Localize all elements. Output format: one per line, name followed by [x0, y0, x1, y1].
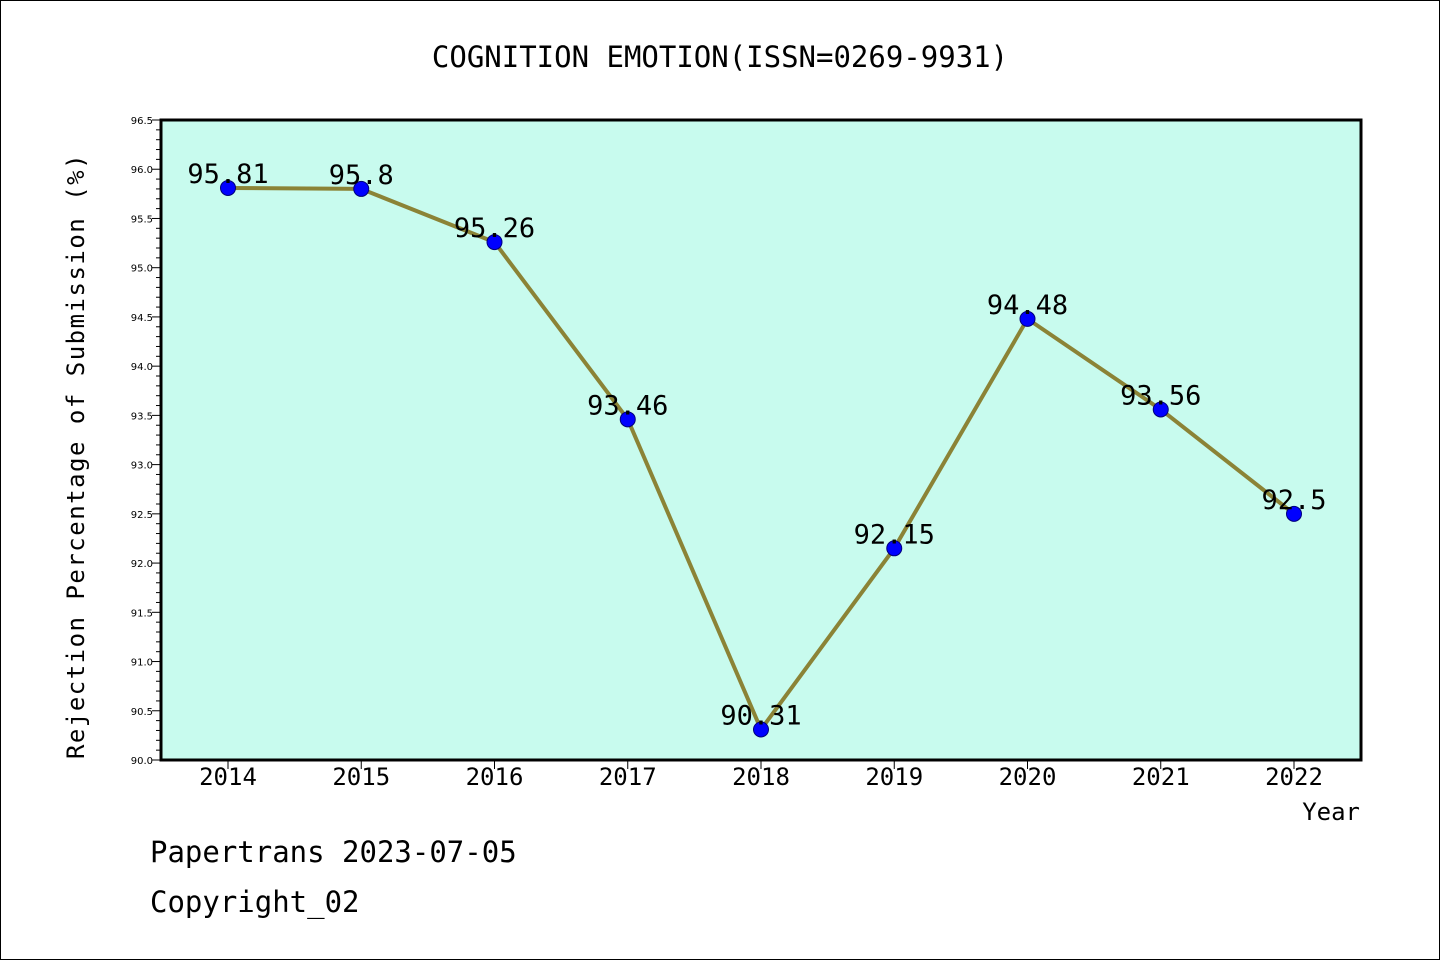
- data-point: [1286, 505, 1302, 522]
- x-tick-label: 2016: [466, 763, 524, 791]
- y-tick-label: 90.5: [131, 707, 153, 718]
- x-axis-label: Year: [1302, 798, 1360, 826]
- data-labels: 95.81 95.8 95.26 93.46 90.31 92.15 94.48 93.56 9…: [187, 159, 1326, 732]
- x-tick-label: 2017: [599, 763, 657, 791]
- data-point: [486, 234, 503, 251]
- y-tick-label: 95.5: [131, 214, 153, 225]
- x-tick-label: 2018: [732, 763, 790, 791]
- data-label: 92.15: [854, 519, 935, 550]
- data-series: [220, 179, 1302, 738]
- y-tick-label: 93.0: [131, 461, 153, 472]
- x-tick-label: 2021: [1132, 763, 1190, 791]
- data-point: [753, 721, 769, 738]
- y-tick-label: 94.5: [131, 313, 153, 324]
- y-tick-label: 92.0: [131, 559, 153, 570]
- y-tick-label: 93.5: [131, 411, 153, 422]
- data-label: 93.56: [1120, 380, 1201, 411]
- y-tick-label: 91.0: [131, 658, 153, 669]
- y-tick-label: 92.5: [131, 510, 153, 521]
- y-tick-label: 96.5: [131, 116, 153, 127]
- data-label: 92.5: [1261, 485, 1326, 516]
- y-tick-label: 95.0: [131, 264, 153, 275]
- footer-copyright-text: Copyright_02: [150, 885, 360, 919]
- data-label: 95.81: [187, 159, 268, 190]
- y-axis-label: Rejection Percentage of Submission (%): [62, 153, 90, 759]
- data-label: 95.26: [454, 213, 535, 244]
- data-point: [220, 179, 236, 196]
- x-tick-label: 2020: [999, 763, 1057, 791]
- x-axis-ticks: 2014 2015 2016 2017 2018 2019 2020 2021 2022: [199, 760, 1323, 791]
- data-label: 94.48: [987, 290, 1068, 321]
- data-point: [886, 540, 903, 557]
- y-tick-label: 90.0: [131, 756, 153, 767]
- chart-title: COGNITION EMOTION(ISSN=0269-9931): [432, 40, 1008, 74]
- data-point: [1019, 310, 1036, 327]
- y-axis-ticks: 90.0 90.5 91.0 91.5 92.0 92.5 93.0 93.5 94.0 94.5…: [131, 116, 161, 767]
- y-tick-label: 94.0: [131, 362, 153, 373]
- data-label: 90.31: [720, 700, 801, 731]
- y-tick-label: 91.5: [131, 608, 153, 619]
- data-label: 95.8: [329, 160, 394, 191]
- data-point: [619, 411, 636, 428]
- x-tick-label: 2022: [1265, 763, 1323, 791]
- x-tick-label: 2019: [865, 763, 923, 791]
- data-point: [1152, 401, 1169, 418]
- x-tick-label: 2015: [332, 763, 390, 791]
- data-point: [353, 180, 370, 197]
- footer-date-text: Papertrans 2023-07-05: [150, 835, 517, 869]
- y-tick-label: 96.0: [131, 165, 153, 176]
- plot-area: [159, 118, 1363, 762]
- x-tick-label: 2014: [199, 763, 257, 791]
- data-label: 93.46: [587, 390, 668, 421]
